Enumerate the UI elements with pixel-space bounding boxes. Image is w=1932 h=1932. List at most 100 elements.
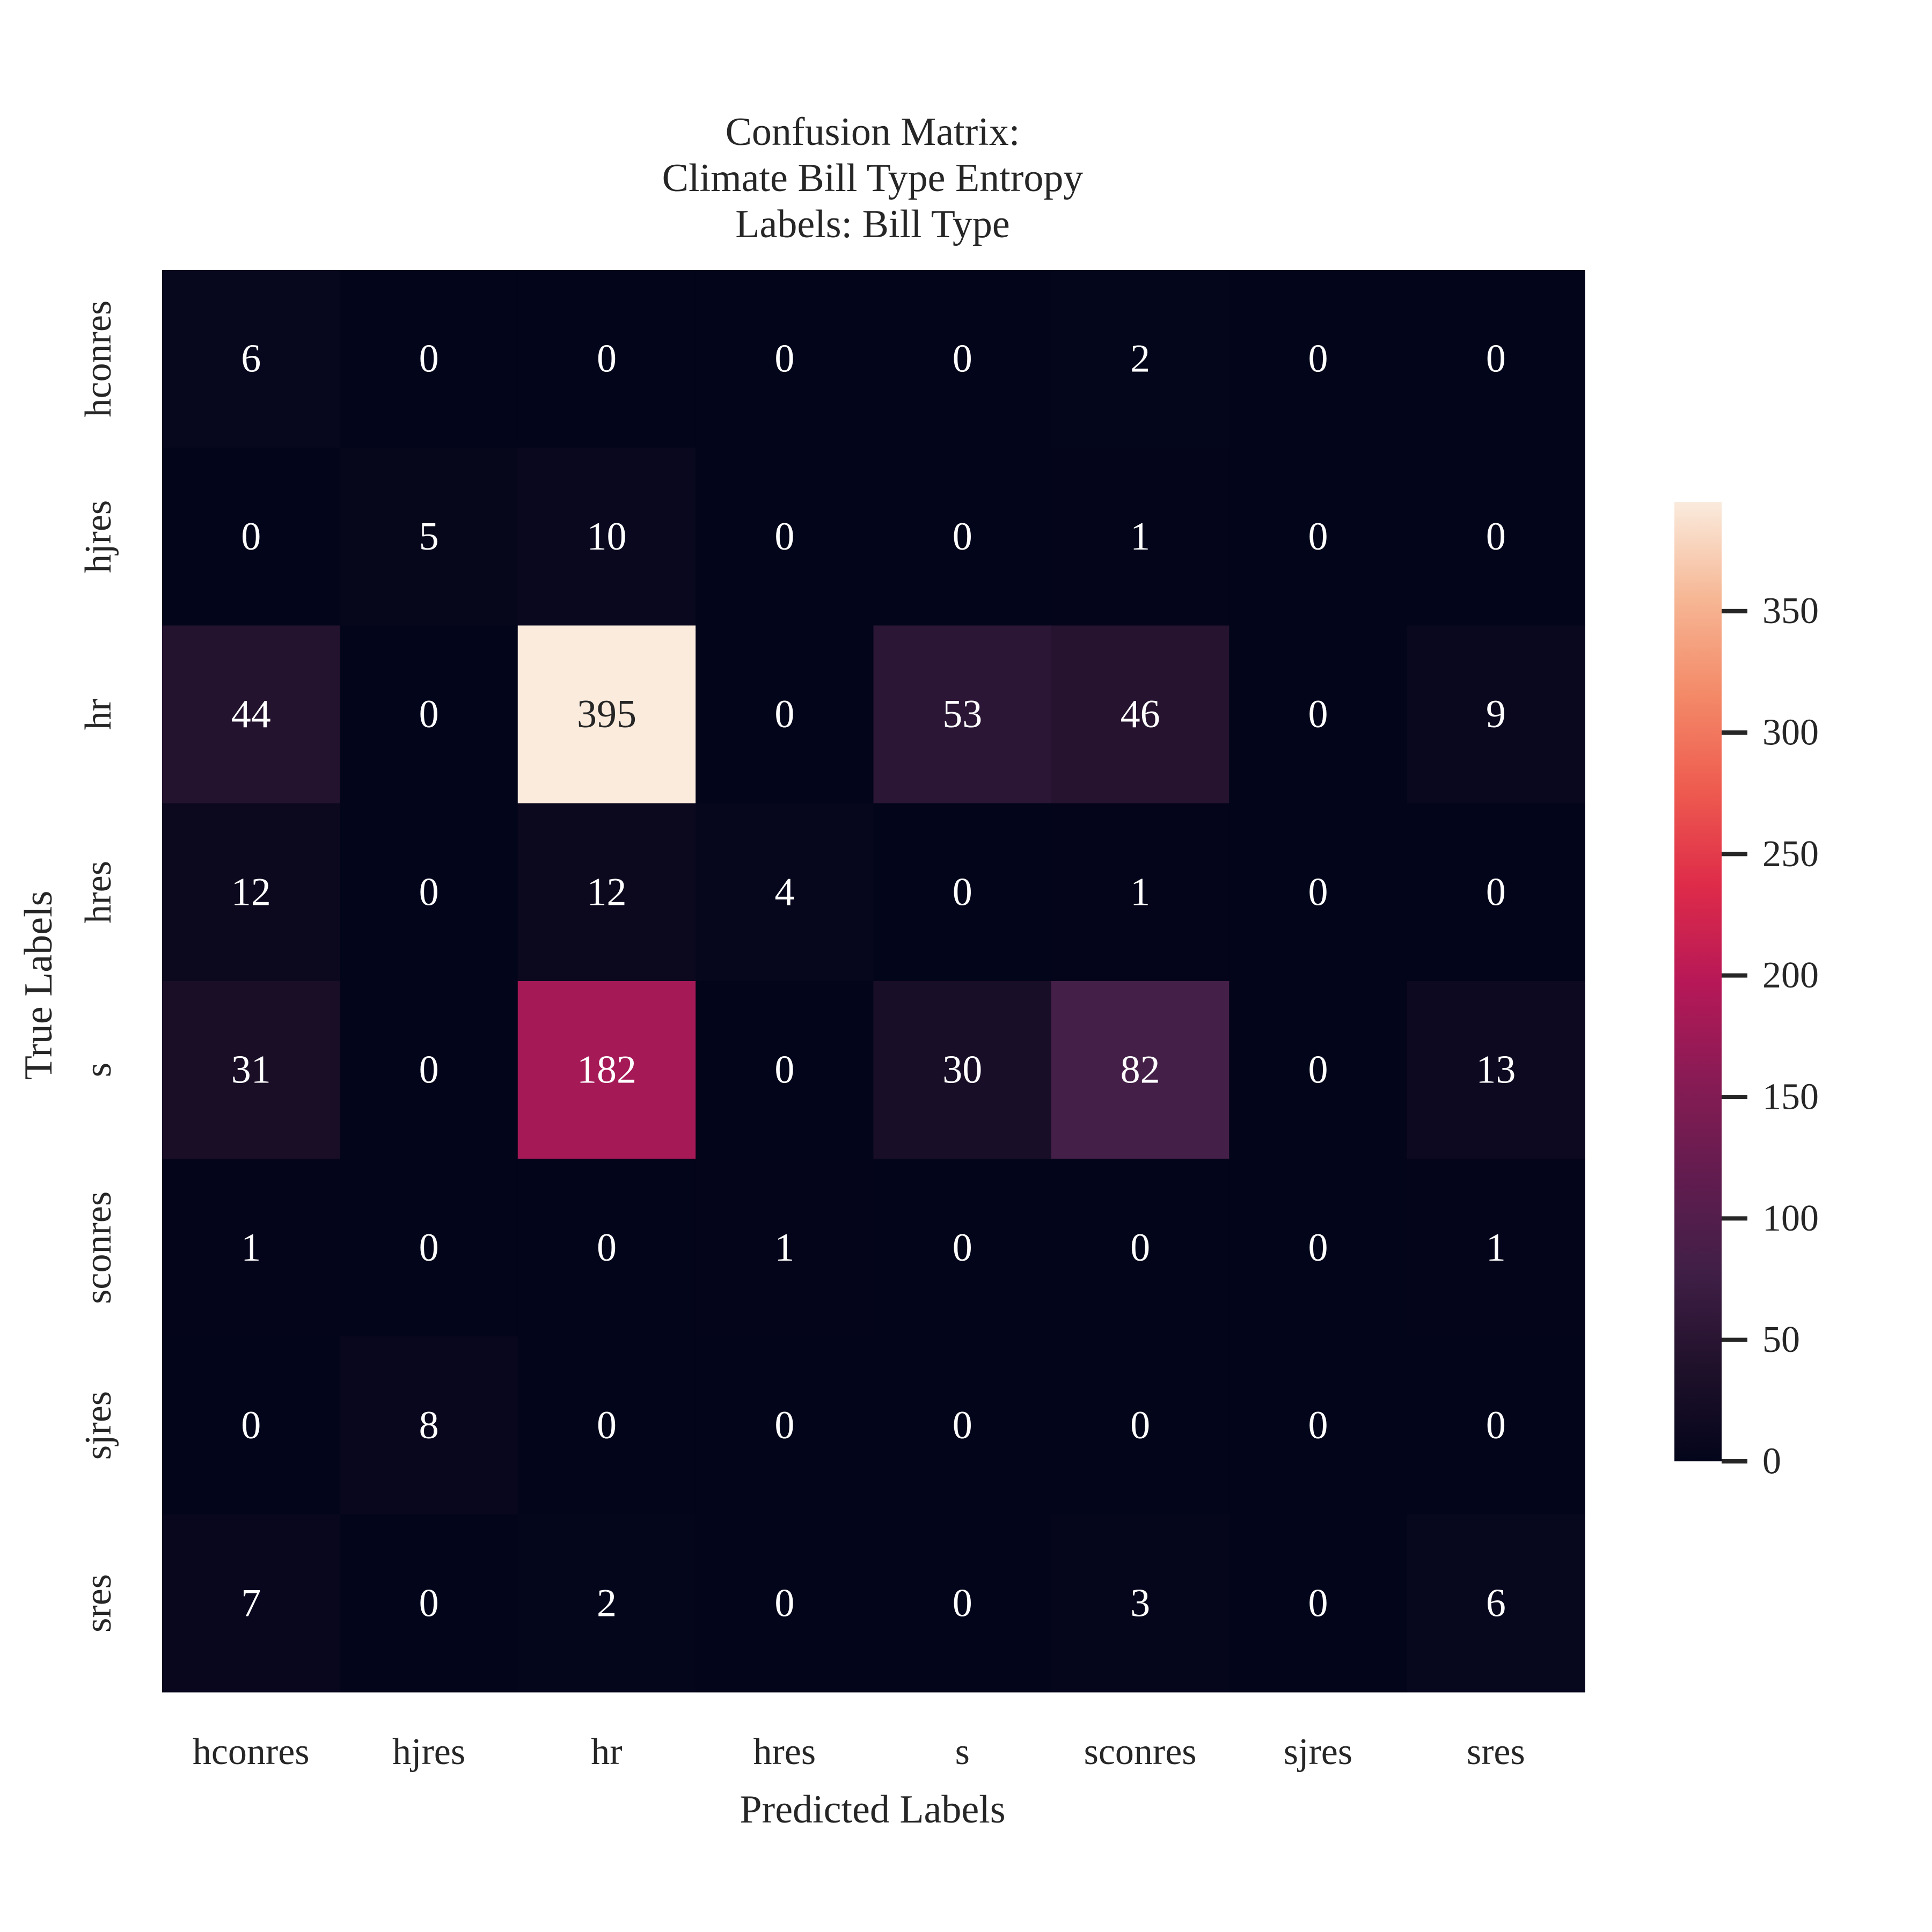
y-tick-hjres: hjres [78, 500, 119, 573]
heatmap-cell-r0-c1 [340, 270, 518, 448]
heatmap-cell-r2-c4 [873, 625, 1052, 804]
cell-value-r2-c3: 0 [774, 692, 794, 736]
heatmap-cell-r0-c6 [1229, 270, 1408, 448]
cell-value-r7-c5: 3 [1130, 1581, 1150, 1625]
heatmap-cell-r2-c6 [1229, 625, 1408, 804]
heatmap-cell-r3-c5 [1051, 803, 1230, 982]
cell-value-r4-c0: 31 [231, 1048, 271, 1092]
colorbar-gradient [1674, 502, 1722, 1461]
title-line-1: Confusion Matrix: [726, 110, 1020, 154]
colorbar-tick-label-300: 300 [1762, 712, 1819, 753]
y-tick-s: s [78, 1063, 119, 1077]
cell-value-r7-c1: 0 [419, 1581, 439, 1625]
heatmap-cell-r7-c6 [1229, 1514, 1408, 1693]
colorbar-tick-label-50: 50 [1762, 1319, 1800, 1360]
cell-value-r4-c1: 0 [419, 1048, 439, 1092]
cell-value-r7-c7: 6 [1486, 1581, 1506, 1625]
heatmap-cell-r5-c5 [1051, 1159, 1230, 1337]
cell-value-r5-c2: 0 [597, 1226, 617, 1270]
heatmap-cell-r1-c2 [517, 448, 696, 626]
y-tick-hr: hr [78, 699, 119, 730]
cell-value-r0-c0: 6 [241, 337, 261, 381]
colorbar-tick-label-150: 150 [1762, 1077, 1819, 1118]
x-tick-sjres: sjres [1284, 1731, 1352, 1773]
colorbar: 0 50 100 150 200 250 300 350 [1674, 502, 1819, 1482]
heatmap-cell-r2-c7 [1407, 625, 1585, 804]
heatmap-cell-r0-c5 [1051, 270, 1230, 448]
heatmap-cell-r6-c3 [696, 1336, 874, 1515]
cell-value-r2-c6: 0 [1308, 692, 1328, 736]
heatmap-cell-r1-c0 [162, 448, 340, 626]
x-tick-sconres: sconres [1084, 1731, 1197, 1773]
cell-value-r6-c0: 0 [241, 1403, 261, 1447]
cell-value-r2-c4: 53 [942, 692, 982, 736]
heatmap-cell-r1-c1 [340, 448, 518, 626]
y-tick-sjres: sjres [78, 1391, 119, 1460]
heatmap-cell-r6-c0 [162, 1336, 340, 1515]
heatmap-cell-r7-c3 [696, 1514, 874, 1693]
heatmap-cell-r5-c1 [340, 1159, 518, 1337]
heatmap-cell-r7-c4 [873, 1514, 1052, 1693]
heatmap-cell-r6-c7 [1407, 1336, 1585, 1515]
title-line-3: Labels: Bill Type [735, 202, 1009, 246]
heatmap-cell-r1-c4 [873, 448, 1052, 626]
title-line-2: Climate Bill Type Entropy [662, 156, 1084, 200]
heatmap-cell-r6-c4 [873, 1336, 1052, 1515]
heatmap-cell-r0-c3 [696, 270, 874, 448]
cell-value-r3-c5: 1 [1130, 870, 1150, 914]
cell-value-r4-c4: 30 [942, 1048, 982, 1092]
cell-value-r7-c4: 0 [953, 1581, 972, 1625]
heatmap-cell-r7-c2 [517, 1514, 696, 1693]
cell-value-r5-c7: 1 [1486, 1226, 1506, 1270]
cell-value-r6-c6: 0 [1308, 1403, 1328, 1447]
y-tick-hres: hres [78, 861, 119, 924]
heatmap-cell-r7-c7 [1407, 1514, 1585, 1693]
heatmap-cell-r5-c7 [1407, 1159, 1585, 1337]
heatmap-cell-r3-c1 [340, 803, 518, 982]
cell-value-r3-c7: 0 [1486, 870, 1506, 914]
cell-value-r3-c1: 0 [419, 870, 439, 914]
heatmap-cell-r3-c4 [873, 803, 1052, 982]
heatmap-cell-r4-c4 [873, 981, 1052, 1159]
cell-value-r5-c0: 1 [241, 1226, 261, 1270]
heatmap-cell-r5-c2 [517, 1159, 696, 1337]
x-tick-sres: sres [1467, 1731, 1525, 1773]
heatmap-cell-r6-c1 [340, 1336, 518, 1515]
cell-value-r5-c6: 0 [1308, 1226, 1328, 1270]
cell-value-r2-c1: 0 [419, 692, 439, 736]
cell-value-r2-c0: 44 [231, 692, 271, 736]
cell-value-r7-c2: 2 [597, 1581, 617, 1625]
x-tick-hjres: hjres [392, 1731, 465, 1773]
heatmap-cell-r5-c6 [1229, 1159, 1408, 1337]
heatmap-cell-r4-c2 [517, 981, 696, 1159]
y-tick-hconres: hconres [78, 301, 119, 418]
cell-value-r0-c3: 0 [774, 337, 794, 381]
heatmap-cell-r0-c0 [162, 270, 340, 448]
cell-value-r7-c6: 0 [1308, 1581, 1328, 1625]
y-axis-label: True Labels [17, 891, 61, 1080]
x-tick-s: s [955, 1731, 970, 1773]
heatmap-cell-r7-c1 [340, 1514, 518, 1693]
colorbar-tick-label-200: 200 [1762, 955, 1819, 996]
heatmap-cell-r6-c5 [1051, 1336, 1230, 1515]
cell-value-r5-c3: 1 [774, 1226, 794, 1270]
heatmap-cell-r0-c4 [873, 270, 1052, 448]
cell-value-r7-c0: 7 [241, 1581, 261, 1625]
heatmap-cell-r1-c7 [1407, 448, 1585, 626]
colorbar-tick-label-100: 100 [1762, 1198, 1819, 1239]
heatmap-cell-r3-c3 [696, 803, 874, 982]
cell-value-r6-c1: 8 [419, 1403, 439, 1447]
x-tick-hr: hr [591, 1731, 622, 1773]
cell-value-r6-c5: 0 [1130, 1403, 1150, 1447]
heatmap-cell-r7-c0 [162, 1514, 340, 1693]
colorbar-ticks: 0 50 100 150 200 250 300 350 [1722, 590, 1819, 1482]
cell-value-r0-c4: 0 [953, 337, 972, 381]
heatmap-cell-r2-c2 [517, 625, 696, 804]
cell-value-r3-c2: 12 [587, 870, 626, 914]
cell-value-r0-c2: 0 [597, 337, 617, 381]
cell-value-r4-c6: 0 [1308, 1048, 1328, 1092]
chart-title: Confusion Matrix: Climate Bill Type Entr… [662, 110, 1084, 246]
y-tick-labels: hconres hjres hr hres s sconres sjres sres [78, 301, 119, 1633]
heatmap-cell-r5-c3 [696, 1159, 874, 1337]
cell-value-r1-c4: 0 [953, 515, 972, 559]
